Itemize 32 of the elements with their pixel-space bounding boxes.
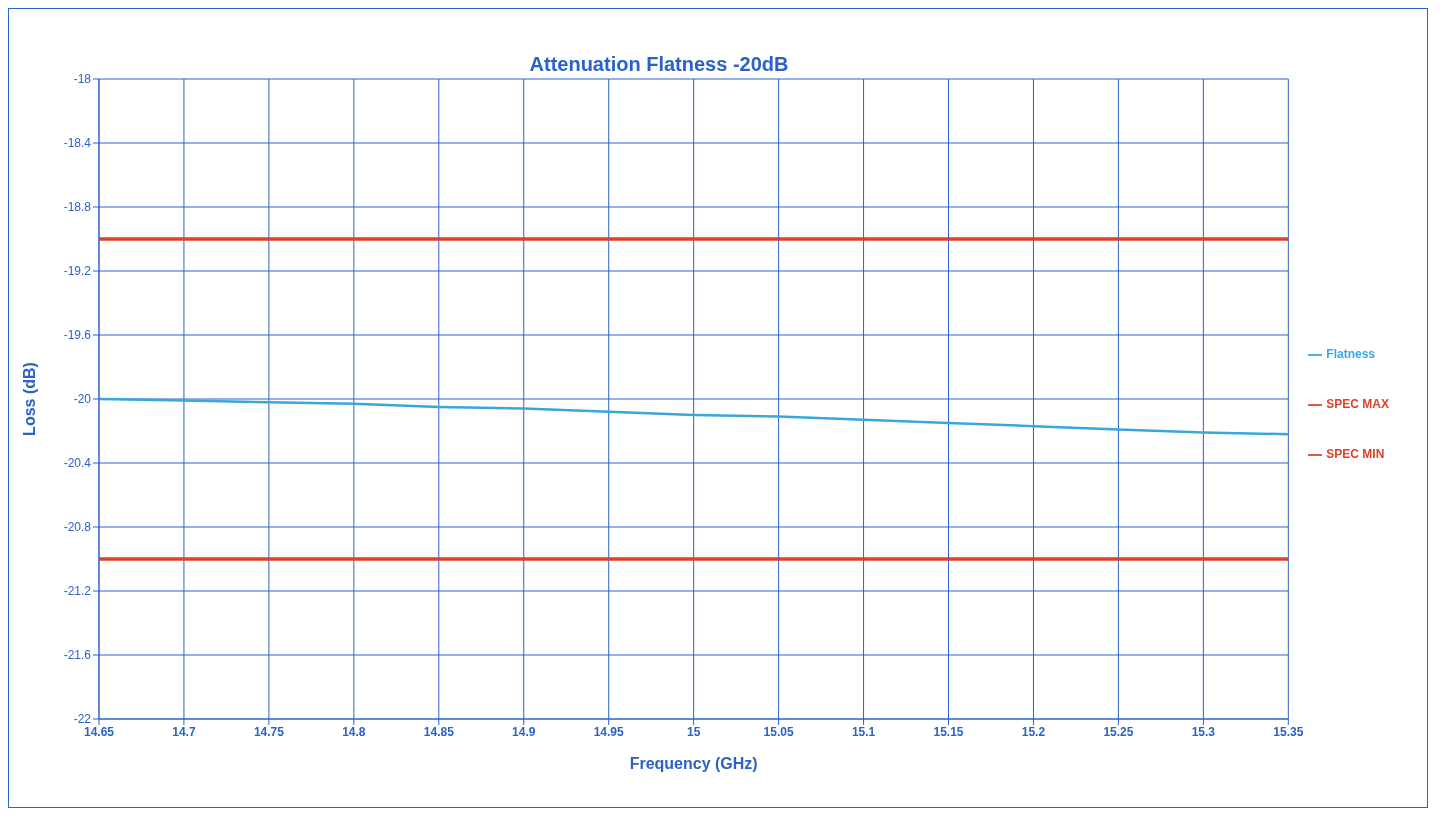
x-tick-label: 15.15	[933, 724, 964, 739]
y-tick-label: -19.2	[63, 264, 92, 279]
x-tick-label: 14.8	[342, 724, 366, 739]
y-tick-label: -22	[73, 712, 92, 727]
x-tick-label: 15.3	[1191, 724, 1216, 739]
legend-label: Flatness	[1326, 347, 1375, 361]
y-tick-label: -20.8	[63, 520, 92, 535]
x-tick-label: 14.85	[423, 724, 455, 739]
x-tick-label: 14.95	[593, 724, 625, 739]
y-tick-label: -20.4	[63, 456, 92, 471]
legend-label: SPEC MAX	[1326, 397, 1389, 411]
y-tick-label: -18	[73, 72, 92, 87]
y-tick-label: -18.8	[63, 200, 92, 215]
x-tick-label: 14.9	[512, 724, 536, 739]
x-tick-label: 15.25	[1103, 724, 1134, 739]
x-tick-label: 15.2	[1021, 724, 1046, 739]
x-tick-label: 15.1	[851, 724, 876, 739]
chart-title: Attenuation Flatness -20dB	[529, 53, 789, 75]
y-tick-label: -20	[73, 392, 92, 407]
x-tick-label: 14.75	[253, 724, 285, 739]
y-tick-label: -19.6	[63, 328, 92, 343]
y-tick-label: -21.2	[63, 584, 92, 599]
x-tick-label: 15.05	[763, 724, 794, 739]
x-axis-title: Frequency (GHz)	[629, 755, 758, 772]
x-tick-label: 15.35	[1273, 724, 1304, 739]
x-tick-label: 14.65	[83, 724, 115, 739]
x-tick-label: 15	[686, 724, 701, 739]
y-tick-label: -18.4	[63, 136, 92, 151]
y-tick-label: -21.6	[63, 648, 92, 663]
y-axis-title: Loss (dB)	[20, 362, 38, 436]
legend-label: SPEC MIN	[1326, 447, 1385, 461]
x-tick-label: 14.7	[172, 724, 196, 739]
